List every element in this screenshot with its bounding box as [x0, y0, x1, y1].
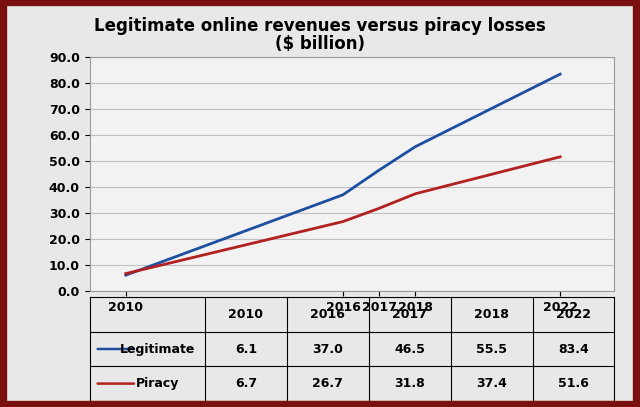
Text: 37.4: 37.4 — [476, 377, 507, 390]
Text: ($ billion): ($ billion) — [275, 35, 365, 53]
Text: 26.7: 26.7 — [312, 377, 343, 390]
Text: Piracy: Piracy — [136, 377, 179, 390]
Text: 6.1: 6.1 — [235, 343, 257, 355]
Text: 2018: 2018 — [474, 308, 509, 321]
Text: 46.5: 46.5 — [394, 343, 425, 355]
Text: Legitimate online revenues versus piracy losses: Legitimate online revenues versus piracy… — [94, 18, 546, 35]
Text: 55.5: 55.5 — [476, 343, 507, 355]
Text: 51.6: 51.6 — [558, 377, 589, 390]
Text: 2010: 2010 — [228, 308, 264, 321]
Text: 83.4: 83.4 — [558, 343, 589, 355]
Text: 2016: 2016 — [310, 308, 346, 321]
Text: 2017: 2017 — [392, 308, 428, 321]
Text: 2022: 2022 — [556, 308, 591, 321]
Text: 31.8: 31.8 — [394, 377, 425, 390]
Text: Legitimate: Legitimate — [120, 343, 195, 355]
Text: 6.7: 6.7 — [235, 377, 257, 390]
Text: 37.0: 37.0 — [312, 343, 343, 355]
